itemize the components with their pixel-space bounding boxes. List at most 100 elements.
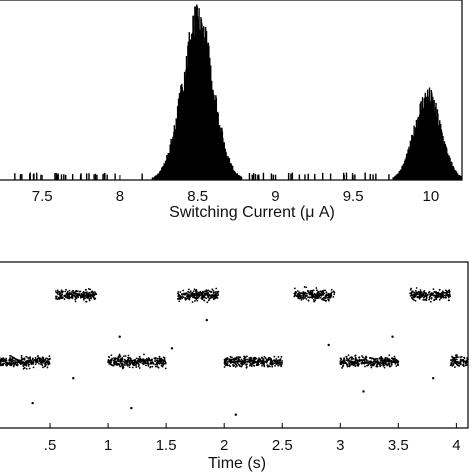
data-point <box>453 361 456 364</box>
data-point <box>459 362 462 364</box>
data-point <box>237 357 240 360</box>
data-point <box>20 354 23 357</box>
data-point <box>121 363 124 365</box>
data-point <box>109 360 112 362</box>
data-point <box>57 290 59 293</box>
data-point <box>263 355 266 358</box>
data-point <box>137 365 140 368</box>
data-point <box>203 292 205 294</box>
data-point <box>119 358 122 360</box>
data-point <box>85 289 87 291</box>
data-point <box>208 294 211 296</box>
data-point <box>358 356 360 359</box>
data-point <box>452 363 455 366</box>
data-point <box>227 360 230 363</box>
data-point <box>418 297 421 300</box>
time-trace-x-tick-label: 2.5 <box>272 437 293 454</box>
data-point <box>201 297 204 300</box>
data-point <box>347 358 350 361</box>
data-point <box>305 298 308 300</box>
data-point <box>445 296 448 299</box>
data-point <box>391 361 394 364</box>
data-point <box>189 294 191 297</box>
data-point <box>201 292 204 295</box>
data-point <box>294 291 297 294</box>
data-point <box>235 364 238 366</box>
data-point <box>332 295 335 298</box>
data-point <box>379 361 382 364</box>
data-point <box>258 358 260 361</box>
data-point <box>149 366 152 368</box>
data-point <box>188 288 190 291</box>
data-point <box>161 362 163 365</box>
data-point <box>447 296 450 299</box>
data-point <box>298 291 301 294</box>
data-point <box>444 289 447 292</box>
data-point <box>244 356 247 359</box>
data-point <box>240 365 243 368</box>
data-point <box>409 289 412 291</box>
data-point <box>188 291 191 294</box>
data-point <box>193 296 196 299</box>
data-point <box>315 287 318 289</box>
data-point <box>82 294 85 297</box>
data-point <box>214 296 217 299</box>
histogram-x-tick-label: 9.5 <box>343 188 364 205</box>
data-point <box>374 362 376 365</box>
data-point <box>38 362 40 365</box>
data-point <box>24 362 27 365</box>
data-point <box>350 356 353 358</box>
data-point <box>139 360 142 363</box>
time-trace-x-tick-label: 1.5 <box>156 437 177 454</box>
data-point <box>293 295 296 298</box>
data-point <box>83 297 85 300</box>
data-point <box>342 361 345 364</box>
data-point <box>156 365 159 368</box>
data-point <box>124 361 127 363</box>
data-point <box>441 290 444 293</box>
data-point <box>362 356 364 359</box>
data-point <box>143 353 145 356</box>
time-trace-x-axis-label: Time (s) <box>208 455 266 472</box>
data-point <box>347 354 350 357</box>
data-point <box>199 290 202 293</box>
data-point <box>208 290 211 293</box>
data-point <box>412 296 415 299</box>
data-point <box>56 289 59 292</box>
data-point <box>84 294 87 297</box>
data-point <box>262 362 265 365</box>
data-point <box>207 299 210 302</box>
data-point <box>41 364 44 367</box>
data-point <box>179 298 182 300</box>
data-point <box>415 287 418 289</box>
data-point <box>457 364 460 367</box>
data-point <box>164 360 167 363</box>
data-point <box>25 364 28 367</box>
data-point <box>234 365 237 368</box>
data-point <box>127 364 129 367</box>
data-point <box>246 358 248 361</box>
data-point <box>87 288 90 290</box>
data-point <box>275 358 278 360</box>
data-point <box>42 366 44 369</box>
data-point <box>159 359 162 362</box>
time-trace-chart: .5 1 1.5 2 2.5 3 3.5 4 Time (s) <box>0 261 469 472</box>
data-point <box>241 359 244 362</box>
data-point <box>184 297 187 300</box>
data-point <box>182 289 185 292</box>
data-point <box>457 356 459 359</box>
data-point <box>18 360 21 362</box>
data-point <box>80 293 83 295</box>
data-point <box>0 363 3 366</box>
time-trace-x-tick-label: 2 <box>220 437 228 454</box>
data-point <box>456 354 458 356</box>
data-point <box>152 362 155 365</box>
data-point <box>329 293 332 296</box>
data-point <box>325 291 328 294</box>
data-point <box>119 365 121 368</box>
data-point <box>409 294 412 297</box>
data-point <box>245 366 248 369</box>
data-point <box>305 294 308 297</box>
data-point <box>79 290 82 293</box>
data-point <box>206 301 209 304</box>
